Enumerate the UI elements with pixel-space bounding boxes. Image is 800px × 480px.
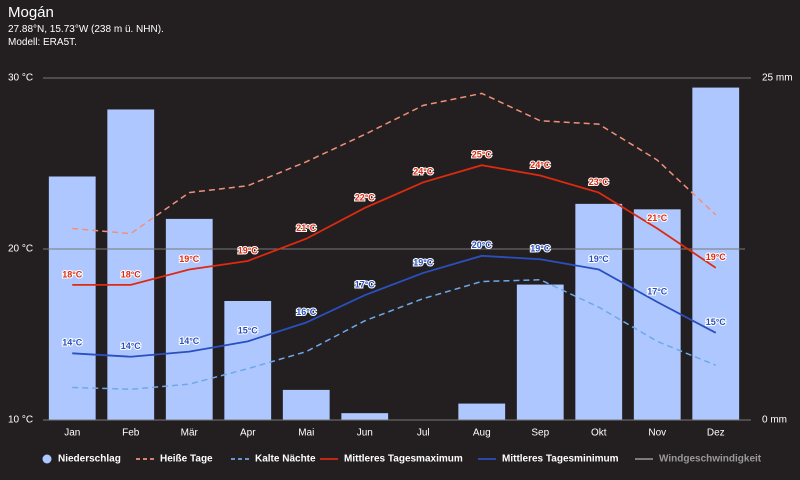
precip-bar: [341, 413, 389, 420]
value-label: 19°C: [413, 257, 434, 267]
value-label: 16°C: [296, 307, 317, 317]
value-label: 19°C: [589, 254, 610, 264]
series-line: [72, 279, 717, 390]
value-label: 15°C: [238, 326, 259, 336]
value-label: 24°C: [530, 160, 551, 170]
value-label: 23°C: [589, 177, 610, 187]
y2-tick-label: 25 mm: [762, 73, 793, 84]
legend-label: Niederschlag: [58, 454, 121, 465]
x-tick-label: Jul: [417, 428, 430, 439]
value-label: 14°C: [121, 341, 142, 351]
legend-marker: [42, 454, 52, 464]
precip-bar: [224, 300, 272, 420]
precip-bar: [107, 109, 155, 421]
model: Modell: ERA5T.: [8, 37, 77, 48]
x-tick-label: Nov: [648, 428, 666, 439]
precip-bar: [575, 203, 623, 420]
y-tick-label: 20 °C: [8, 244, 33, 255]
x-tick-label: Mai: [298, 428, 314, 439]
value-label: 17°C: [647, 286, 668, 296]
value-label: 18°C: [121, 269, 142, 279]
precip-bar: [48, 176, 96, 420]
series-line: [72, 254, 717, 358]
precip-bar: [633, 209, 681, 420]
x-tick-label: Sep: [531, 428, 549, 439]
value-label: 19°C: [238, 245, 259, 255]
x-tick-label: Jan: [64, 428, 80, 439]
legend-label: Kalte Nächte: [255, 454, 316, 465]
legend-label: Mittleres Tagesminimum: [502, 454, 619, 465]
x-tick-label: Feb: [122, 428, 140, 439]
legend-label: Heiße Tage: [160, 454, 213, 465]
value-label: 20°C: [472, 240, 493, 250]
precip-bar: [516, 284, 564, 420]
value-label: 22°C: [355, 192, 376, 202]
title: Mogán: [8, 4, 54, 21]
value-label: 14°C: [62, 338, 83, 348]
value-label: 14°C: [179, 336, 200, 346]
value-label: 19°C: [179, 254, 200, 264]
value-label: 18°C: [62, 269, 83, 279]
value-label: 21°C: [296, 223, 317, 233]
x-tick-label: Apr: [240, 428, 256, 439]
value-label: 21°C: [647, 213, 668, 223]
value-label: 19°C: [530, 244, 551, 254]
precip-bar: [458, 403, 506, 420]
value-label: 15°C: [706, 317, 727, 327]
y-tick-label: 30 °C: [8, 73, 33, 84]
y-tick-label: 10 °C: [8, 415, 33, 426]
value-label: 24°C: [413, 167, 434, 177]
y2-tick-label: 0 mm: [762, 415, 787, 426]
x-tick-label: Dez: [707, 428, 725, 439]
value-label: 25°C: [472, 150, 493, 160]
value-label: 17°C: [355, 280, 376, 290]
legend-label: Windgeschwindigkeit: [659, 454, 762, 465]
precip-bar: [282, 389, 330, 420]
x-tick-label: Okt: [591, 428, 607, 439]
x-tick-label: Jun: [357, 428, 373, 439]
series-line: [72, 164, 717, 286]
precip-bar: [165, 218, 213, 420]
value-label: 19°C: [706, 252, 727, 262]
subtitle: 27.88°N, 15.73°W (238 m ü. NHN).: [8, 24, 164, 35]
x-tick-label: Mär: [181, 428, 199, 439]
x-tick-label: Aug: [473, 428, 491, 439]
legend-label: Mittleres Tagesmaximum: [344, 454, 463, 465]
